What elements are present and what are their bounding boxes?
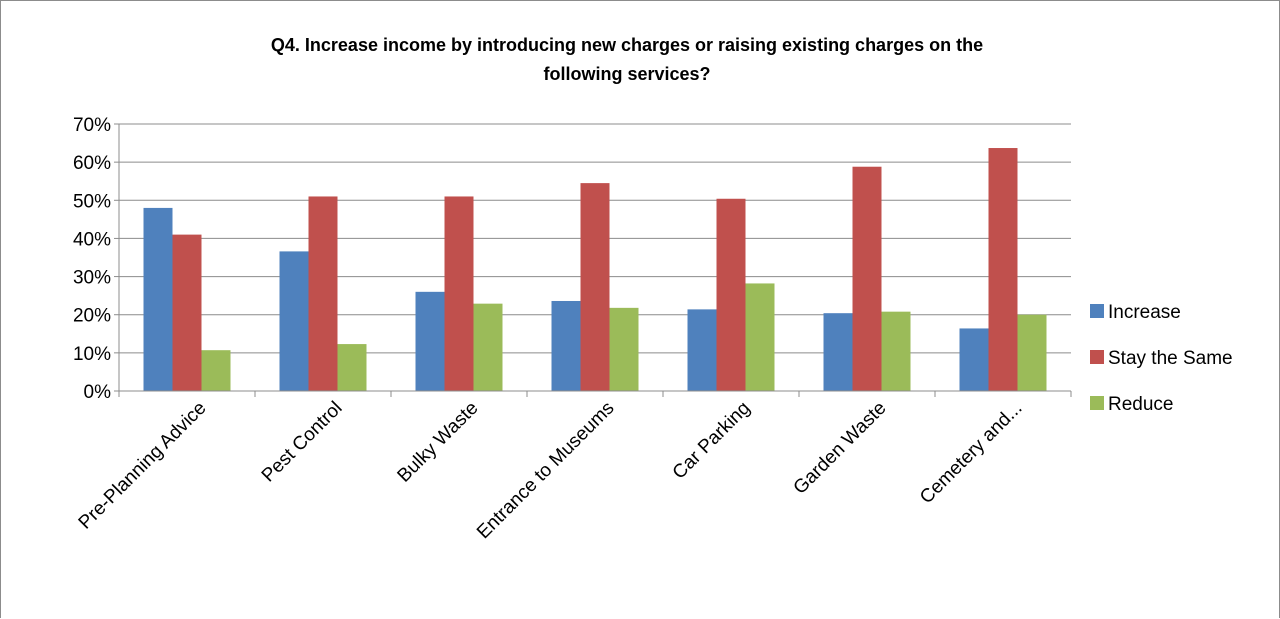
bar-increase	[959, 328, 989, 391]
x-tick-label: Pest Control	[258, 398, 347, 487]
bar-reduce	[337, 344, 367, 391]
bar-reduce	[609, 307, 639, 391]
bar-reduce	[745, 283, 775, 391]
legend-swatch	[1090, 396, 1104, 410]
bar-increase	[551, 300, 581, 391]
chart-title-line-1: Q4. Increase income by introducing new c…	[271, 35, 983, 55]
y-tick-label: 20%	[73, 306, 111, 327]
y-tick-label: 10%	[73, 344, 111, 365]
legend-label: Stay the Same	[1108, 348, 1233, 369]
y-tick-label: 40%	[73, 229, 111, 250]
bar-stay-the-same	[172, 234, 202, 391]
x-tick-label: Pre-Planning Advice	[75, 398, 211, 534]
y-tick-label: 0%	[84, 382, 112, 403]
legend-swatch	[1090, 304, 1104, 318]
bar-stay-the-same	[580, 183, 610, 391]
x-tick-label: Garden Waste	[790, 398, 891, 499]
y-tick-label: 50%	[73, 191, 111, 212]
bar-stay-the-same	[308, 196, 338, 391]
legend-swatch	[1090, 350, 1104, 364]
chart-title-line-2: following services?	[543, 64, 710, 84]
bar-stay-the-same	[716, 198, 746, 391]
bar-increase	[143, 207, 173, 391]
y-tick-label: 30%	[73, 268, 111, 289]
bar-stay-the-same	[988, 148, 1018, 391]
bar-increase	[687, 309, 717, 391]
bars	[143, 148, 1047, 391]
bar-reduce	[1017, 314, 1047, 391]
x-tick-label: Cemetery and...	[916, 398, 1026, 508]
legend-label: Increase	[1108, 302, 1181, 323]
bar-reduce	[201, 350, 231, 391]
legend-label: Reduce	[1108, 394, 1174, 415]
bar-increase	[279, 251, 309, 391]
y-tick-label: 70%	[73, 115, 111, 136]
y-tick-label: 60%	[73, 153, 111, 174]
x-tick-label: Car Parking	[669, 398, 755, 484]
bar-increase	[415, 291, 445, 391]
bar-increase	[823, 313, 853, 391]
x-tick-label: Entrance to Museums	[473, 398, 619, 544]
bar-stay-the-same	[852, 166, 882, 391]
bar-stay-the-same	[444, 196, 474, 391]
x-tick-label: Bulky Waste	[394, 398, 483, 487]
bar-reduce	[881, 311, 911, 391]
bar-reduce	[473, 303, 503, 391]
legend: Increase Stay the Same Reduce	[1090, 302, 1233, 415]
